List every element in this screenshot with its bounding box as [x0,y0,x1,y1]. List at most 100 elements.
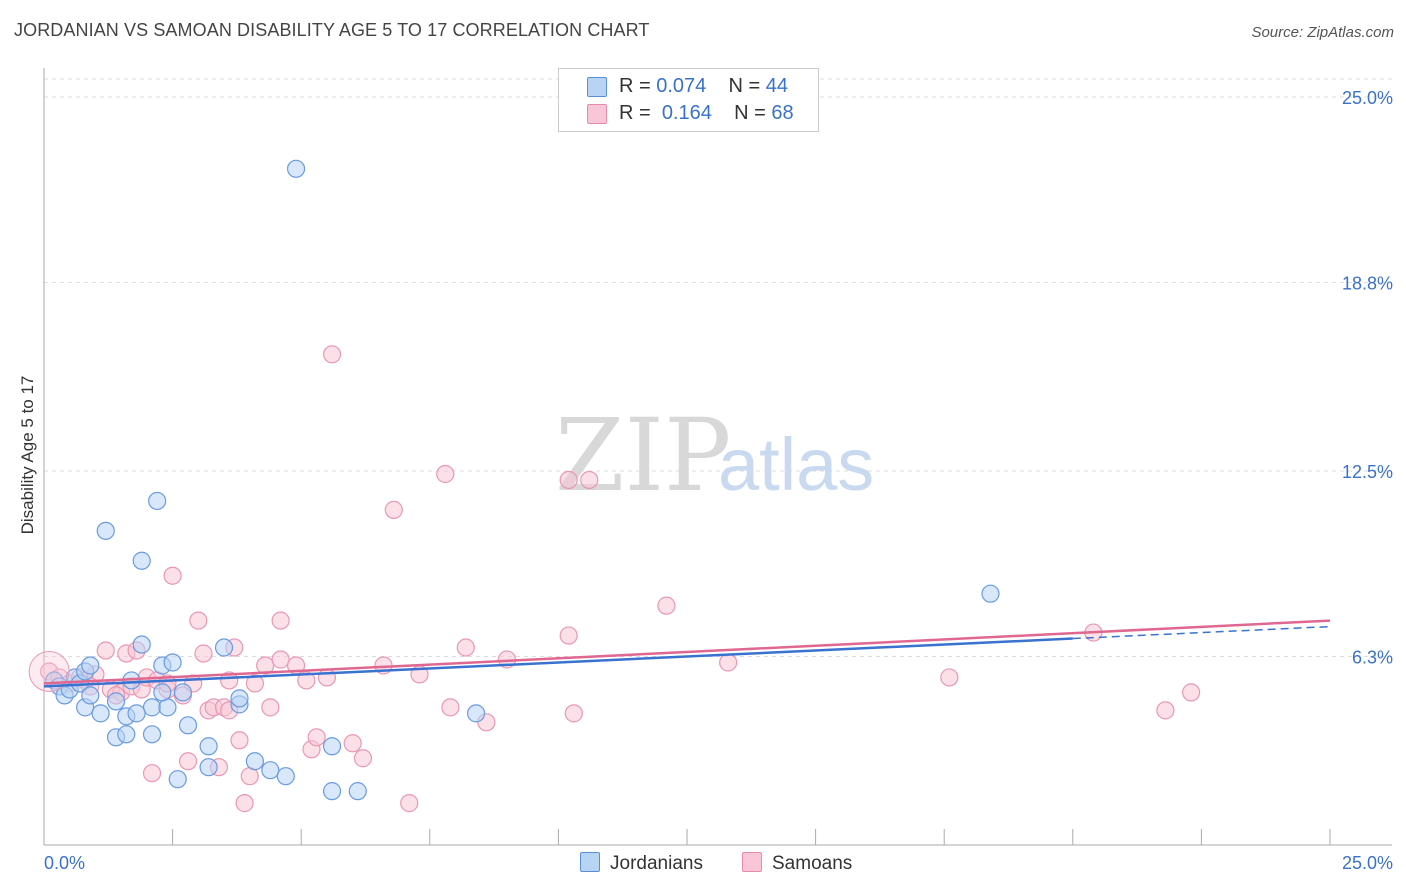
r-label: R = [619,75,651,97]
samoans-point [564,704,583,723]
jordanians-trend-extension [1072,625,1331,640]
samoans-point [559,470,578,490]
samoans-point [194,644,213,663]
jordanians-point [466,704,486,723]
samoans-point [271,650,290,669]
watermark-zip: ZIP [555,397,731,514]
samoans-point [436,464,455,484]
samoans-point [441,698,460,717]
jordanians-point [286,159,306,178]
samoans-point [271,611,290,630]
jordanians-trend-line [43,637,1073,688]
bottom-legend-samoans: Samoans [742,852,852,875]
samoans-point [1182,683,1201,702]
samoans-point [189,611,208,630]
bottom-legend-label-jordanians: Jordanians [610,853,703,874]
jordanians-point [322,737,342,756]
bottom-legend-label-samoans: Samoans [772,853,853,874]
legend-stats-jordanians: R = 0.074 N = 44 [619,75,788,98]
jordanians-point [142,725,162,744]
jordanians-point [173,683,192,702]
samoans-point [559,626,578,645]
samoans-trend-line [43,619,1331,685]
x-tick-label-start: 0.0% [44,853,85,873]
samoans-point [230,731,249,750]
samoans-point [235,794,254,813]
r-value-jordanians: 0.074 [656,75,707,97]
axes [43,68,1392,846]
samoans-point [353,749,373,768]
data-points [28,159,1201,813]
jordanians-point [981,584,1000,603]
samoans-point [261,698,280,717]
samoans-point [657,596,676,615]
n-label: N = [734,102,766,124]
jordanians-point [199,758,218,777]
jordanians-point [178,716,198,735]
jordanians-point [199,737,218,756]
samoans-point [163,566,182,585]
bottom-legend-jordanians: Jordanians [580,852,703,875]
n-label: N = [728,75,761,97]
jordanians-point [276,767,295,786]
jordanians-point [96,521,115,540]
watermark-atlas: atlas [718,423,874,506]
n-value-jordanians: 44 [765,75,789,97]
legend-swatch-samoans [587,104,607,124]
jordanians-point [106,692,126,711]
r-value-samoans: 0.164 [661,102,712,124]
r-label: R = [619,102,651,124]
jordanians-point [261,761,280,780]
jordanians-point [245,752,265,771]
jordanians-point [117,725,136,744]
jordanians-point [168,770,187,789]
bottom-legend-swatch-jordanians [580,852,600,872]
jordanians-point [91,704,110,723]
legend-swatch-jordanians [587,77,607,97]
samoans-point [719,653,738,672]
jordanians-point [132,551,151,570]
jordanians-point [322,782,342,801]
correlation-legend: R = 0.074 N = 44 R = 0.164 N = 68 [558,68,819,132]
jordanians-point [127,704,146,723]
samoans-point [96,641,115,660]
samoans-point [142,764,162,783]
samoans-point [580,470,599,490]
y-tick-label: 6.3% [1352,648,1393,668]
samoans-point [322,345,342,364]
x-tick-label-end: 25.0% [1342,853,1393,873]
samoans-point [220,671,239,690]
y-tick-label: 12.5% [1342,462,1393,482]
source-credit: Source: ZipAtlas.com [1251,24,1394,41]
n-value-samoans: 68 [771,102,794,124]
samoans-point [400,794,419,813]
jordanians-point [214,638,234,657]
grid-lines [44,78,1392,658]
jordanians-point [148,491,167,511]
samoans-point [178,752,198,771]
y-tick-label: 18.8% [1342,274,1393,294]
jordanians-point [153,683,172,702]
jordanians-point [142,698,162,717]
samoans-point [256,656,275,675]
samoans-point [384,500,403,519]
samoans-point [343,734,362,753]
jordanians-point [81,656,100,675]
jordanians-point [81,686,100,705]
y-tick-label: 25.0% [1342,88,1393,108]
trend-lines [43,619,1331,688]
samoans-point [456,638,475,657]
jordanians-point [230,689,249,708]
samoans-point [1156,701,1175,720]
chart-title: JORDANIAN VS SAMOAN DISABILITY AGE 5 TO … [14,20,650,40]
bottom-legend-swatch-samoans [742,852,762,872]
legend-stats-samoans: R = 0.164 N = 68 [619,102,794,125]
samoans-point [297,671,316,690]
jordanians-point [163,653,182,672]
samoans-point [307,728,326,747]
tick-labels: 6.3% 12.5% 18.8% 25.0% 0.0% 25.0% [44,88,1393,873]
samoans-point [245,674,265,693]
jordanians-point [132,635,151,654]
samoans-point [940,668,959,687]
